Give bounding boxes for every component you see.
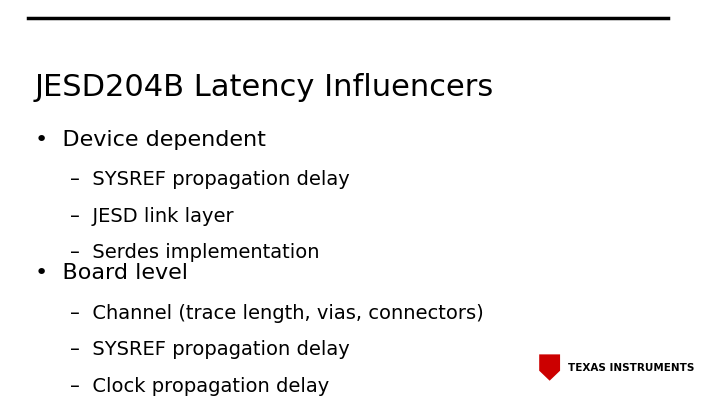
Text: JESD204B Latency Influencers: JESD204B Latency Influencers — [35, 73, 494, 102]
Text: –  SYSREF propagation delay: – SYSREF propagation delay — [70, 170, 349, 189]
Text: –  Clock propagation delay: – Clock propagation delay — [70, 377, 329, 396]
Text: –  SYSREF propagation delay: – SYSREF propagation delay — [70, 340, 349, 359]
Text: –  JESD link layer: – JESD link layer — [70, 207, 233, 226]
Text: •  Board level: • Board level — [35, 263, 188, 283]
Text: –  Channel (trace length, vias, connectors): – Channel (trace length, vias, connector… — [70, 304, 483, 323]
Polygon shape — [539, 354, 560, 381]
Text: TEXAS INSTRUMENTS: TEXAS INSTRUMENTS — [568, 362, 695, 373]
Text: •  Device dependent: • Device dependent — [35, 130, 266, 149]
Text: –  Serdes implementation: – Serdes implementation — [70, 243, 319, 262]
